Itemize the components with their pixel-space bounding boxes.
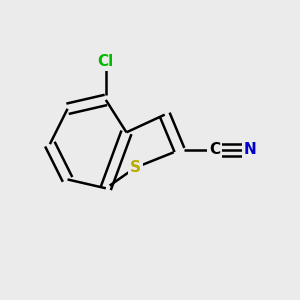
Text: S: S bbox=[130, 160, 141, 175]
Text: C: C bbox=[209, 142, 220, 158]
Text: Cl: Cl bbox=[98, 54, 114, 69]
Text: N: N bbox=[244, 142, 256, 158]
